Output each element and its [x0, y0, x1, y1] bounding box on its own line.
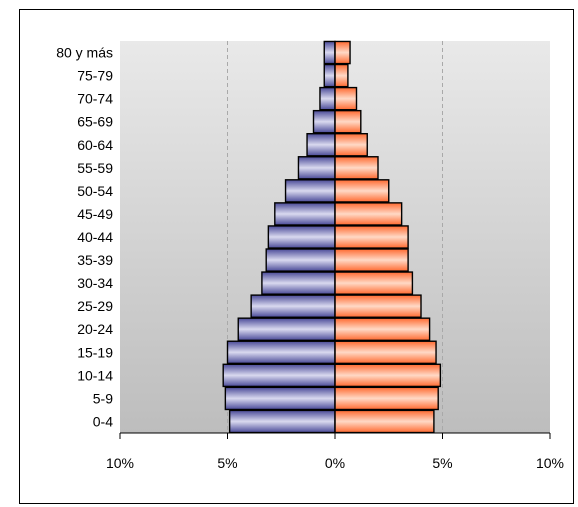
- bar-right-13: [334, 340, 437, 365]
- y-tick-label: 20-24: [77, 321, 113, 337]
- y-tick-label: 5-9: [93, 390, 113, 406]
- y-tick-label: 60-64: [77, 137, 113, 153]
- y-tick-label: 55-59: [77, 160, 113, 176]
- bar-left-0: [323, 40, 336, 65]
- y-tick-label: 15-19: [77, 344, 113, 360]
- y-tick-label: 75-79: [77, 68, 113, 84]
- bar-left-15: [224, 386, 336, 411]
- bar-left-6: [284, 179, 336, 203]
- bar-right-2: [334, 86, 358, 111]
- y-tick-label: 70-74: [77, 91, 113, 107]
- bar-left-5: [297, 156, 336, 180]
- bar-right-9: [334, 248, 409, 272]
- bar-left-10: [261, 271, 336, 295]
- bar-left-7: [274, 202, 336, 226]
- bar-right-12: [334, 317, 431, 342]
- bar-left-8: [267, 225, 336, 249]
- bar-left-12: [237, 317, 336, 342]
- y-tick-label: 50-54: [77, 183, 113, 199]
- bar-left-14: [222, 363, 336, 388]
- bar-right-6: [334, 179, 390, 203]
- bar-left-4: [306, 132, 336, 157]
- grid-layer: [227, 41, 443, 433]
- bar-right-1: [334, 63, 349, 88]
- bar-left-2: [319, 86, 336, 111]
- x-tick-label: 0%: [325, 455, 345, 471]
- bar-right-10: [334, 271, 414, 295]
- bar-right-3: [334, 109, 362, 134]
- y-tick-label: 40-44: [77, 229, 113, 245]
- bars-layer: [222, 40, 442, 434]
- y-tick-label: 65-69: [77, 114, 113, 130]
- y-tick-label: 10-14: [77, 367, 113, 383]
- bar-right-14: [334, 363, 442, 388]
- x-axis: [119, 41, 551, 439]
- y-tick-label: 30-34: [77, 275, 113, 291]
- y-tick-label: 35-39: [77, 252, 113, 268]
- y-tick-label: 80 y más: [56, 45, 113, 61]
- x-tick-label: 5%: [217, 455, 237, 471]
- bar-left-13: [226, 340, 336, 365]
- bar-right-5: [334, 156, 379, 180]
- x-tick-label: 10%: [106, 455, 134, 471]
- bar-right-16: [334, 409, 435, 434]
- bar-left-9: [265, 248, 336, 272]
- y-tick-label: 25-29: [77, 298, 113, 314]
- bar-right-7: [334, 202, 403, 226]
- bar-right-8: [334, 225, 409, 249]
- bar-right-0: [334, 40, 351, 65]
- bar-left-11: [250, 294, 336, 318]
- y-tick-label: 0-4: [93, 413, 113, 429]
- bar-left-1: [323, 63, 336, 88]
- labels-layer: 10% 5% 0% 5% 10% 80 y más 75-79 70-74 65-69 60-64…: [56, 45, 564, 471]
- bar-right-15: [334, 386, 439, 411]
- y-tick-label: 45-49: [77, 206, 113, 222]
- x-tick-label: 5%: [432, 455, 452, 471]
- bar-right-11: [334, 294, 422, 318]
- bar-right-4: [334, 132, 368, 157]
- bar-left-3: [312, 109, 336, 134]
- bar-left-16: [228, 409, 336, 434]
- x-tick-label: 10%: [536, 455, 564, 471]
